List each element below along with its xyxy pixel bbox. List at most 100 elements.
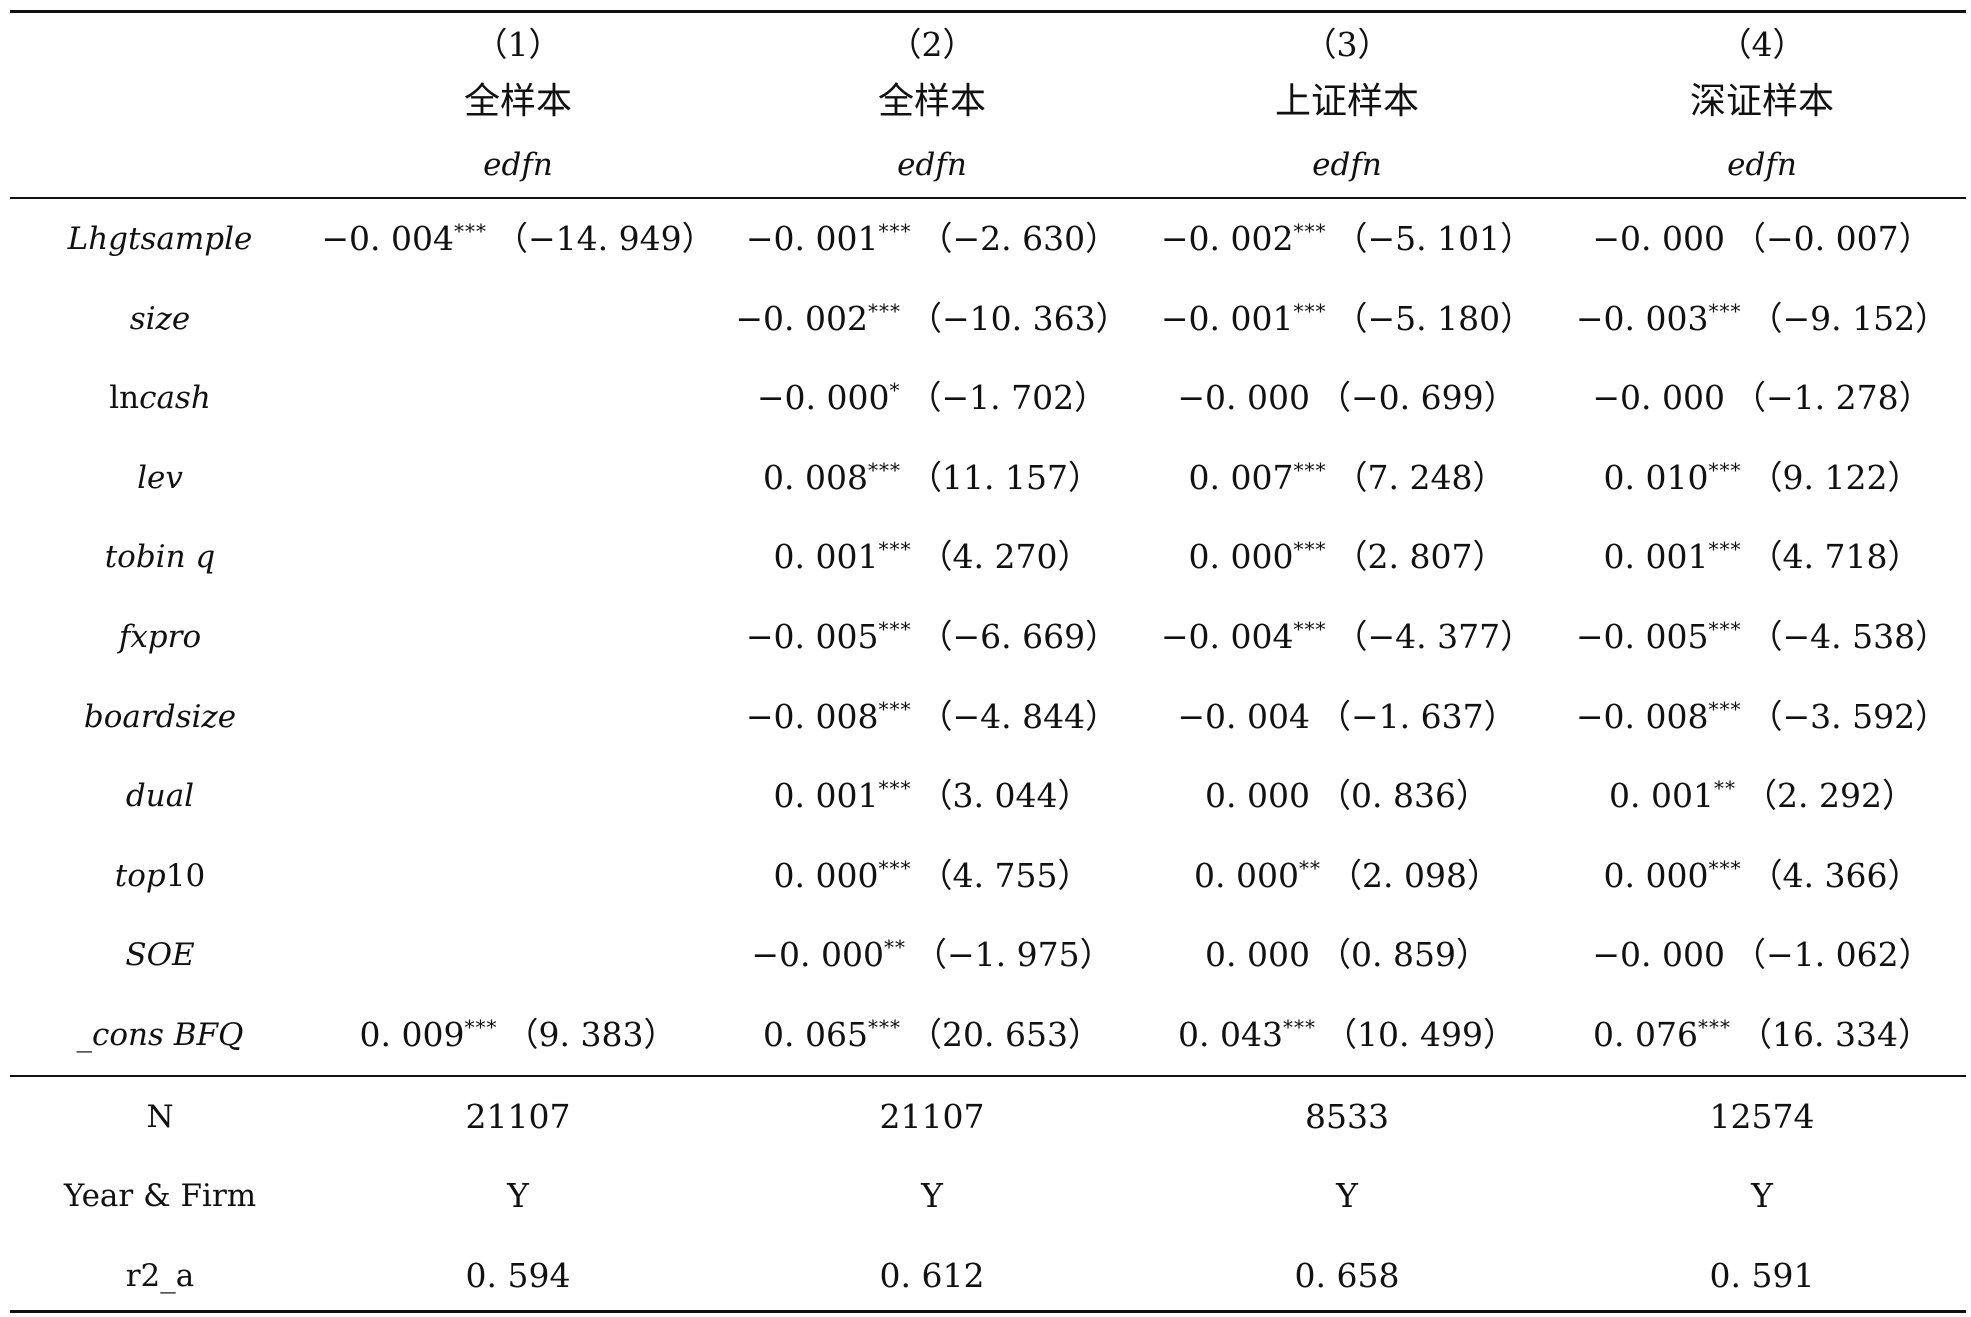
column-sample-name: 全样本 [463, 81, 572, 122]
significance-stars: *** [1293, 299, 1327, 323]
significance-stars: *** [878, 219, 912, 243]
coefficient-value: 0. 001 [1603, 537, 1709, 576]
stat-value: Y [507, 1176, 529, 1215]
t-statistic: （−1. 062） [1733, 935, 1932, 974]
variable-name-prefix: ln [109, 380, 140, 416]
significance-stars: *** [1708, 697, 1742, 721]
stat-value: Y [1336, 1176, 1358, 1215]
significance-stars: *** [1708, 458, 1742, 482]
t-statistic: （0. 859） [1318, 935, 1489, 974]
variable-name: top10 [10, 856, 310, 896]
column-number: （3） [1303, 25, 1391, 64]
coefficient-value: 0. 001 [773, 537, 879, 576]
variable-name-main: size [129, 301, 191, 337]
t-statistic: （0. 836） [1318, 776, 1489, 815]
column-sample-name: 上证样本 [1274, 81, 1419, 122]
coefficient-cell: 0. 065*** （20. 653） [732, 1015, 1132, 1055]
significance-stars: *** [1708, 299, 1742, 323]
variable-name-main: cash [139, 380, 211, 416]
coefficient-value: 0. 000 [1194, 856, 1299, 895]
coefficient-value: 0. 001 [773, 776, 879, 815]
t-statistic: （−4. 377） [1334, 617, 1534, 656]
significance-stars: *** [878, 697, 912, 721]
coefficient-cell: −0. 005*** （−6. 669） [732, 617, 1132, 657]
stat-value: Y [921, 1176, 943, 1215]
t-statistic: （−1. 702） [908, 378, 1108, 417]
variable-name-suffix: 10 [165, 858, 206, 894]
coefficient-cell: 0. 007*** （7. 248） [1147, 458, 1547, 498]
coefficient-value: 0. 009 [359, 1015, 465, 1054]
t-statistic: （9. 383） [505, 1015, 677, 1054]
t-statistic: （2. 098） [1329, 856, 1500, 895]
variable-name-main: fxpro [118, 619, 202, 655]
stat-value: 0. 591 [1709, 1256, 1815, 1295]
t-statistic: （3. 044） [919, 776, 1091, 815]
coefficient-cell: −0. 002*** （−5. 101） [1147, 219, 1547, 259]
t-statistic: （−14. 949） [495, 219, 715, 258]
top-rule [10, 10, 1966, 13]
stat-value: 21107 [465, 1097, 571, 1136]
coefficient-value: −0. 004 [321, 219, 454, 258]
coefficient-cell: −0. 003*** （−9. 152） [1562, 299, 1962, 339]
t-statistic: （7. 248） [1334, 458, 1506, 497]
t-statistic: （−6. 669） [919, 617, 1119, 656]
coefficient-value: −0. 001 [1160, 299, 1294, 338]
coefficient-value: 0. 001 [1609, 776, 1714, 815]
coefficient-cell: −0. 001*** （−5. 180） [1147, 299, 1547, 339]
column-dependent-variable: edfn [1727, 147, 1797, 183]
coefficient-value: −0. 000 [1592, 378, 1725, 417]
t-statistic: （−4. 538） [1749, 617, 1949, 656]
coefficient-value: −0. 002 [735, 299, 868, 338]
variable-name: _cons BFQ [10, 1015, 310, 1055]
significance-stars: *** [454, 219, 487, 243]
variable-name-main: top [114, 858, 166, 894]
coefficient-cell: −0. 001*** （−2. 630） [732, 219, 1132, 259]
coefficient-value: 0. 008 [763, 458, 868, 497]
coefficient-cell: 0. 000*** （2. 807） [1147, 537, 1547, 577]
t-statistic: （4. 366） [1749, 856, 1921, 895]
coefficient-cell: 0. 000** （2. 098） [1147, 856, 1547, 896]
coefficient-value: 0. 000 [1603, 856, 1709, 895]
significance-stars: *** [878, 537, 912, 561]
t-statistic: （−10. 363） [909, 299, 1129, 338]
t-statistic: （−4. 844） [919, 697, 1119, 736]
t-statistic: （4. 718） [1749, 537, 1921, 576]
t-statistic: （−9. 152） [1749, 299, 1949, 338]
variable-name-main: boardsize [83, 699, 237, 735]
t-statistic: （10. 499） [1324, 1015, 1516, 1054]
coefficient-value: −0. 001 [745, 219, 879, 258]
significance-stars: *** [878, 617, 912, 641]
coefficient-cell: 0. 009*** （9. 383） [318, 1015, 718, 1055]
coefficient-value: −0. 000 [751, 935, 884, 974]
t-statistic: （−5. 101） [1334, 219, 1534, 258]
variable-name: fxpro [10, 617, 310, 657]
coefficient-cell: −0. 008*** （−3. 592） [1562, 697, 1962, 737]
variable-name-main: SOE [125, 937, 195, 973]
stat-label: N [146, 1099, 174, 1135]
significance-stars: *** [1293, 537, 1327, 561]
stat-value: 0. 658 [1294, 1256, 1400, 1295]
coefficient-value: 0. 000 [1188, 537, 1294, 576]
coefficient-value: −0. 008 [745, 697, 879, 736]
coefficient-cell: −0. 000** （−1. 975） [732, 935, 1132, 975]
significance-stars: *** [878, 776, 912, 800]
variable-name: tobin q [10, 537, 310, 577]
significance-stars: *** [464, 1015, 498, 1039]
t-statistic: （−1. 278） [1733, 378, 1932, 417]
coefficient-value: −0. 004 [1177, 697, 1310, 736]
header-rule [10, 197, 1966, 199]
stat-value: 0. 594 [465, 1256, 571, 1295]
coefficient-cell: 0. 001*** （4. 718） [1562, 537, 1962, 577]
coefficient-value: −0. 004 [1160, 617, 1294, 656]
t-statistic: （4. 270） [919, 537, 1091, 576]
coefficient-value: 0. 007 [1188, 458, 1294, 497]
variable-name: dual [10, 776, 310, 816]
column-dependent-variable: edfn [1312, 147, 1382, 183]
coefficient-cell: 0. 000*** （4. 366） [1562, 856, 1962, 896]
significance-stars: ** [884, 935, 906, 959]
variable-name-main: _cons BFQ [76, 1017, 244, 1053]
column-number: （4） [1718, 25, 1806, 64]
coefficient-value: −0. 000 [1177, 378, 1310, 417]
variable-name: SOE [10, 935, 310, 975]
variable-name-main: tobin q [104, 539, 216, 575]
